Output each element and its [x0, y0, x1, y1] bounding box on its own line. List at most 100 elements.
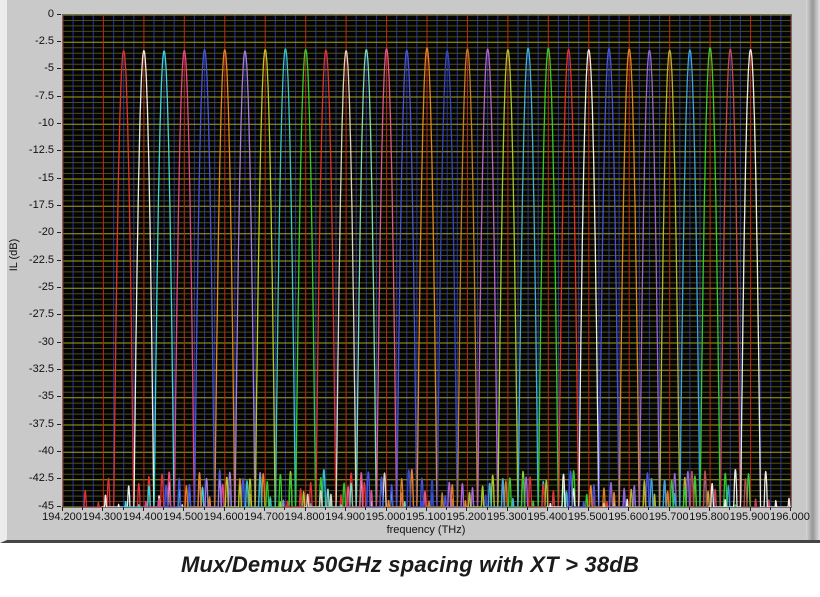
y-tick-label: -37.5: [28, 417, 54, 430]
channel-trace: [707, 48, 791, 507]
y-tick-label: -5: [44, 62, 54, 75]
x-tick-mark: [547, 507, 549, 511]
y-tick-label: -40: [38, 444, 54, 457]
x-tick-mark: [506, 507, 508, 511]
x-tick-label: 194.300: [82, 511, 123, 523]
y-tick-label: -17.5: [28, 198, 54, 211]
channel-trace: [283, 49, 369, 507]
x-minor-tick-mark: [527, 507, 529, 510]
x-tick-label: 195.100: [406, 511, 446, 523]
x-minor-tick-mark: [608, 507, 609, 510]
y-tick-mark: [57, 505, 61, 507]
channel-trace: [444, 48, 531, 507]
x-tick-label: 194.800: [284, 511, 325, 523]
y-tick-label: -20: [38, 226, 54, 239]
x-minor-tick-mark: [324, 507, 326, 510]
x-tick-mark: [142, 507, 144, 511]
channel-trace: [80, 50, 167, 507]
x-tick-label: 196.000: [770, 511, 810, 523]
x-tick-mark: [426, 507, 427, 511]
y-tick-label: -30: [38, 335, 54, 348]
x-tick-label: 194.600: [203, 511, 244, 523]
channel-trace: [262, 48, 349, 507]
x-minor-tick-mark: [405, 507, 407, 510]
y-tick-mark: [57, 177, 61, 179]
y-tick-mark: [57, 40, 61, 42]
y-tick-label: 0: [47, 7, 54, 20]
plot-area: [62, 14, 792, 508]
x-minor-tick-mark: [365, 507, 367, 510]
x-tick-mark: [385, 507, 387, 511]
x-tick-label: 194.900: [325, 511, 365, 523]
channel-trace: [181, 49, 268, 507]
channel-trace: [566, 48, 652, 507]
x-tick-label: 194.700: [244, 511, 285, 523]
x-tick-mark: [587, 507, 589, 511]
y-tick-mark: [57, 368, 61, 370]
y-tick-label: -32.5: [28, 362, 54, 375]
y-tick-label: -25: [38, 280, 54, 293]
y-tick-mark: [57, 396, 61, 398]
channel-trace: [384, 47, 470, 507]
y-tick-label: -15: [38, 171, 54, 184]
channel-trace: [687, 48, 773, 507]
channel-trace: [121, 50, 207, 507]
x-tick-mark: [466, 507, 468, 511]
x-tick-mark: [304, 507, 306, 511]
x-tick-mark: [264, 507, 266, 511]
channel-trace: [404, 50, 490, 507]
x-minor-tick-mark: [122, 507, 124, 510]
x-tick-label: 195.200: [446, 511, 487, 523]
x-tick-mark: [749, 507, 751, 511]
x-tick-label: 194.200: [42, 511, 82, 523]
y-tick-label: -7.5: [35, 89, 54, 102]
y-tick-mark: [57, 95, 61, 97]
y-tick-mark: [57, 423, 61, 425]
y-tick-mark: [57, 286, 61, 288]
channel-trace: [101, 49, 187, 507]
x-tick-label: 194.400: [123, 511, 163, 523]
y-tick-label: -10: [38, 116, 54, 129]
y-tick-label: -42.5: [28, 472, 54, 485]
x-minor-tick-mark: [163, 507, 165, 510]
x-tick-label: 195.900: [729, 511, 770, 523]
channel-trace: [606, 49, 693, 507]
y-tick-mark: [57, 204, 61, 206]
y-tick-mark: [57, 450, 61, 452]
channel-trace: [505, 47, 591, 507]
x-tick-label: 195.300: [487, 511, 527, 523]
channel-trace: [222, 49, 308, 507]
channel-trace: [647, 49, 733, 507]
x-tick-label: 195.000: [365, 511, 406, 523]
channel-trace: [343, 48, 430, 507]
channel-trace: [363, 49, 450, 507]
x-tick-mark: [790, 507, 791, 511]
panel-right-bevel: [806, 0, 820, 540]
x-tick-mark: [709, 507, 711, 511]
channel-trace: [485, 47, 571, 507]
x-minor-tick-mark: [284, 507, 286, 510]
channel-trace: [545, 49, 632, 507]
y-tick-label: -35: [38, 390, 54, 403]
x-minor-tick-mark: [82, 507, 84, 510]
x-tick-mark: [628, 507, 630, 511]
x-minor-tick-mark: [729, 507, 731, 510]
y-tick-label: -45: [38, 499, 54, 512]
channel-trace: [465, 49, 551, 507]
x-tick-mark: [183, 507, 185, 511]
x-minor-tick-mark: [203, 507, 205, 510]
x-tick-label: 195.400: [527, 511, 568, 523]
channel-trace: [424, 48, 511, 507]
channel-trace: [586, 48, 672, 507]
channel-trace: [667, 47, 753, 507]
y-tick-label: -22.5: [28, 253, 54, 266]
y-tick-label: -27.5: [28, 308, 54, 321]
y-tick-mark: [57, 232, 61, 234]
x-minor-tick-mark: [567, 507, 569, 510]
y-tick-mark: [57, 13, 61, 15]
x-minor-tick-mark: [769, 507, 771, 510]
x-minor-tick-mark: [244, 507, 245, 510]
channel-trace: [161, 48, 248, 507]
y-tick-mark: [57, 259, 61, 261]
channel-trace: [242, 48, 329, 507]
